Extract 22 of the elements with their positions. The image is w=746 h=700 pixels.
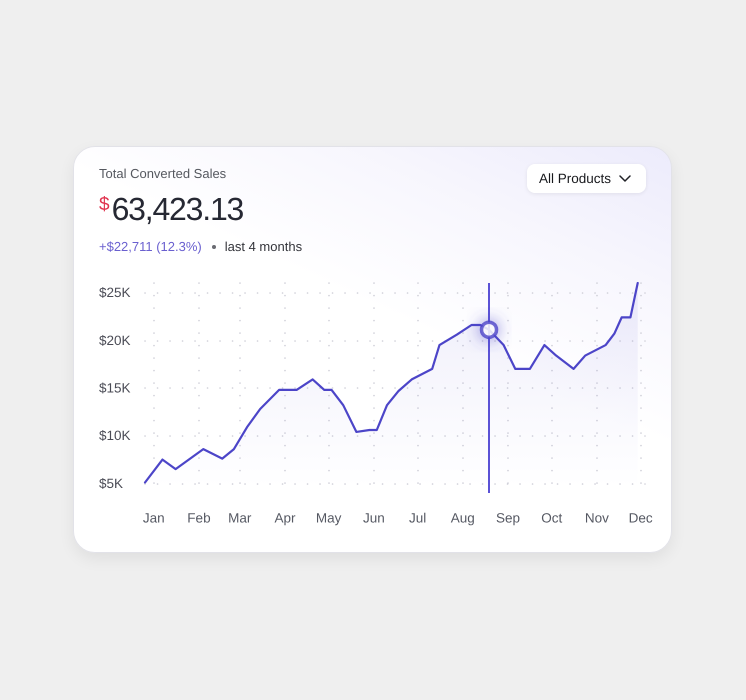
x-tick-label: Apr xyxy=(274,510,296,526)
text: last 4 months xyxy=(224,239,302,254)
x-tick-label: Jul xyxy=(408,510,426,526)
chart-title: Total Converted Sales xyxy=(99,166,226,181)
x-tick-label: Nov xyxy=(584,510,610,526)
y-tick-label: $10K xyxy=(99,428,131,444)
y-tick-label: $5K xyxy=(99,476,124,491)
x-tick-label: Jun xyxy=(362,510,385,526)
chart-subtitle: $63,423.13 xyxy=(99,191,244,227)
x-tick-label: Aug xyxy=(450,510,475,526)
x-tick-label: Mar xyxy=(228,510,252,526)
x-tick-label: Feb xyxy=(187,510,211,526)
x-tick-label: Jan xyxy=(142,510,165,526)
y-tick-label: $25K xyxy=(99,285,131,300)
text: +$22,711 (12.3%) xyxy=(99,239,202,254)
x-tick-label: May xyxy=(316,510,342,526)
x-tick-label: Sep xyxy=(496,510,520,526)
y-tick-label: $15K xyxy=(99,380,131,396)
y-tick-label: $20K xyxy=(99,332,131,348)
x-tick-label: Dec xyxy=(628,510,653,526)
dropdown-button: All Products xyxy=(527,164,646,193)
x-tick-label: Oct xyxy=(541,510,562,526)
